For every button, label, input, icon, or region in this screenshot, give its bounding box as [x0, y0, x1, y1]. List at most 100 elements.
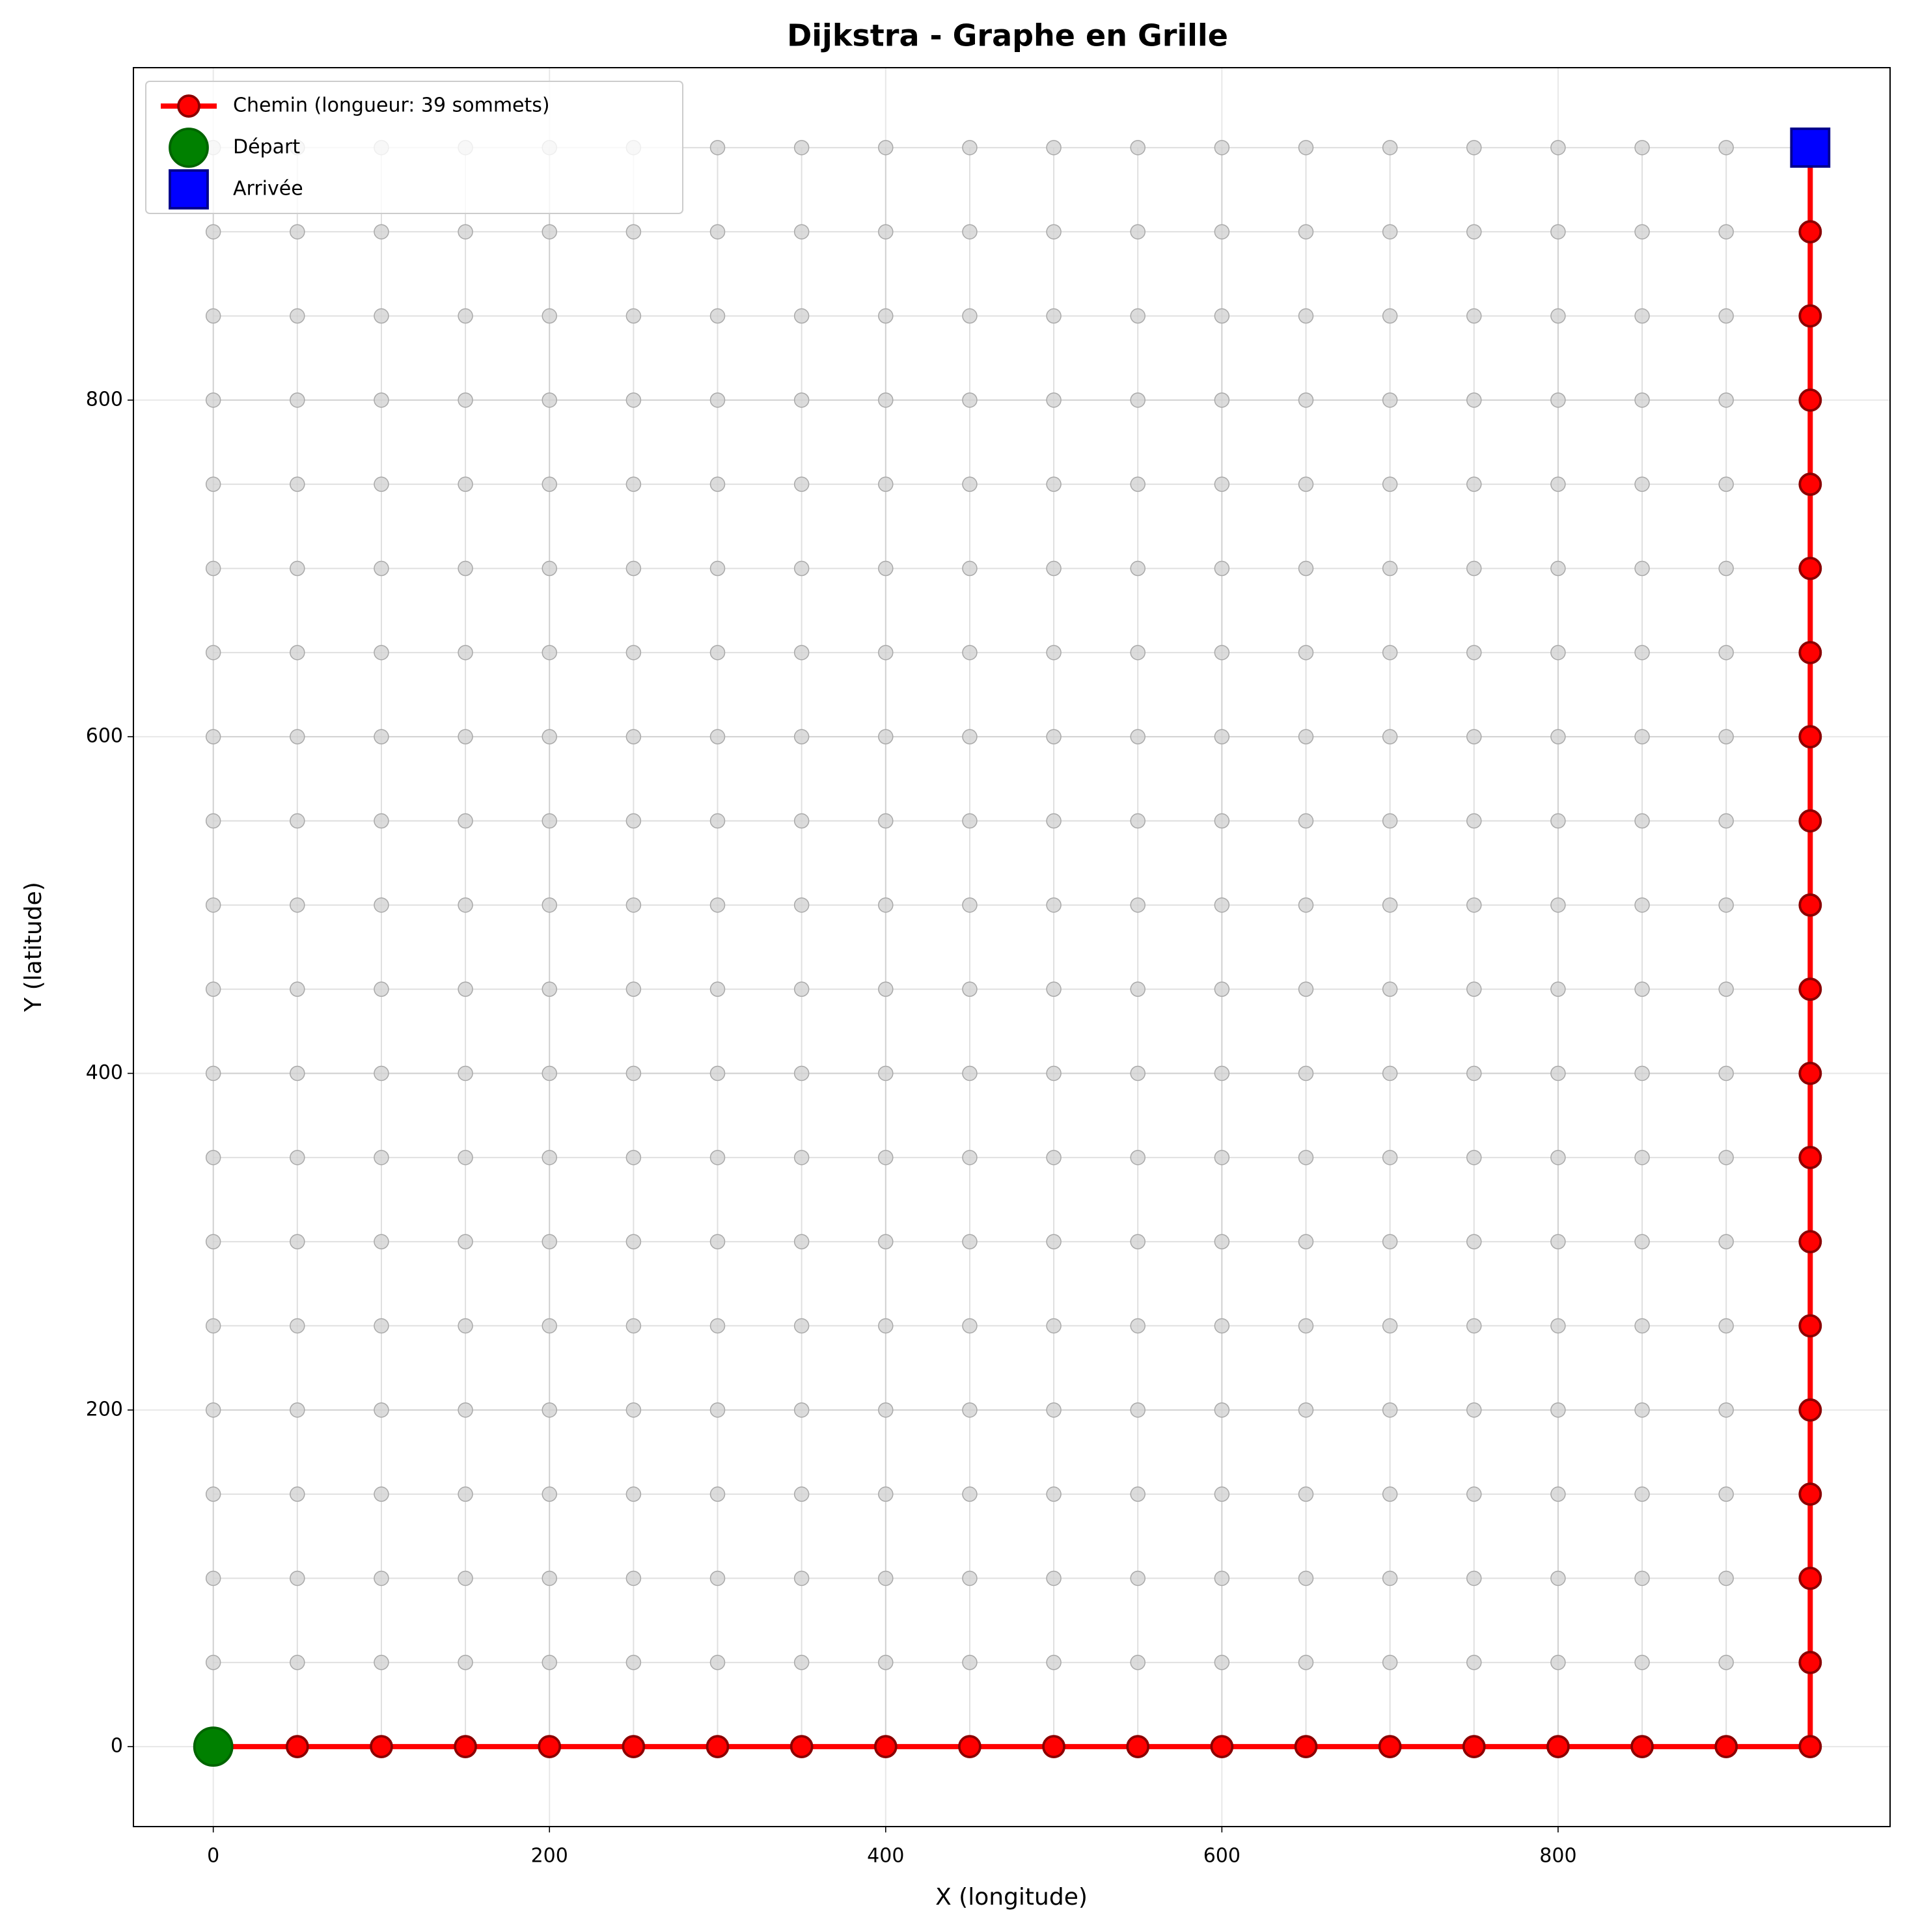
node — [793, 560, 810, 577]
path-marker — [1798, 220, 1822, 244]
node — [1214, 729, 1230, 744]
node — [1466, 1655, 1482, 1670]
node — [1214, 1570, 1230, 1586]
node — [290, 897, 305, 913]
node — [1046, 476, 1062, 492]
node — [542, 729, 557, 744]
y-tick-label: 400 — [86, 1061, 123, 1084]
node — [205, 308, 221, 324]
node — [962, 1570, 978, 1586]
node — [625, 813, 642, 829]
node — [374, 560, 389, 577]
node — [542, 308, 557, 324]
node — [878, 981, 894, 997]
node — [962, 224, 978, 239]
path-marker — [622, 1735, 646, 1759]
node — [1382, 897, 1398, 913]
node — [374, 308, 389, 324]
x-tick-label: 0 — [207, 1845, 219, 1868]
node — [709, 1150, 726, 1165]
node — [1130, 729, 1146, 744]
node — [962, 1150, 978, 1165]
node — [1550, 308, 1566, 324]
node — [542, 645, 557, 660]
path-marker — [177, 94, 200, 118]
node — [1130, 897, 1146, 913]
node — [709, 981, 726, 997]
node — [205, 1486, 221, 1502]
y-axis-label: Y (latitude) — [20, 882, 47, 1013]
node — [542, 476, 557, 492]
node — [1718, 981, 1734, 997]
path-marker — [370, 1735, 393, 1759]
node — [1298, 1065, 1314, 1082]
node — [962, 1318, 978, 1334]
node — [625, 1150, 642, 1165]
path-marker — [1798, 809, 1822, 833]
node — [205, 981, 221, 997]
node — [1550, 224, 1566, 239]
node — [290, 476, 305, 492]
node — [1046, 729, 1062, 744]
node — [542, 1655, 557, 1670]
node — [374, 392, 389, 408]
path-marker — [1294, 1735, 1318, 1759]
node — [542, 560, 557, 577]
path-marker — [1798, 640, 1822, 664]
node — [458, 392, 473, 408]
path-marker — [285, 1735, 309, 1759]
node — [542, 1318, 557, 1334]
node — [1634, 224, 1650, 239]
node — [793, 224, 810, 239]
node — [793, 981, 810, 997]
node — [458, 1150, 473, 1165]
node — [1214, 1318, 1230, 1334]
node — [1382, 1655, 1398, 1670]
node — [1466, 1486, 1482, 1502]
node — [374, 1655, 389, 1670]
node — [709, 560, 726, 577]
node — [542, 1402, 557, 1418]
node — [625, 308, 642, 324]
node — [1298, 981, 1314, 997]
node — [205, 729, 221, 744]
node — [1466, 476, 1482, 492]
path-marker — [1798, 556, 1822, 580]
node — [1298, 224, 1314, 239]
node — [625, 224, 642, 239]
node — [1718, 729, 1734, 744]
legend: Chemin (longueur: 39 sommets) Départ Arriv… — [145, 81, 683, 214]
node — [709, 1402, 726, 1418]
node — [542, 392, 557, 408]
path-marker — [1462, 1735, 1486, 1759]
legend-box — [145, 81, 683, 214]
node — [625, 560, 642, 577]
node — [1298, 1402, 1314, 1418]
node — [1298, 1655, 1314, 1670]
node — [1214, 1150, 1230, 1165]
node — [962, 476, 978, 492]
legend-label: Chemin (longueur: 39 sommets) — [233, 94, 550, 117]
node — [542, 897, 557, 913]
node — [1466, 1234, 1482, 1249]
node — [1130, 560, 1146, 577]
node — [1718, 140, 1734, 156]
node — [878, 1486, 894, 1502]
node — [1298, 476, 1314, 492]
path-marker — [1798, 893, 1822, 917]
node — [205, 1065, 221, 1082]
node — [1214, 1486, 1230, 1502]
node — [290, 729, 305, 744]
node — [793, 1570, 810, 1586]
node — [1634, 1150, 1650, 1165]
x-tick-label: 800 — [1539, 1845, 1576, 1868]
node — [1718, 1655, 1734, 1670]
node — [878, 729, 894, 744]
path-marker — [1714, 1735, 1738, 1759]
node — [290, 813, 305, 829]
node — [1046, 224, 1062, 239]
node — [1382, 1402, 1398, 1418]
node — [1634, 1065, 1650, 1082]
node — [1718, 224, 1734, 239]
node — [205, 392, 221, 408]
